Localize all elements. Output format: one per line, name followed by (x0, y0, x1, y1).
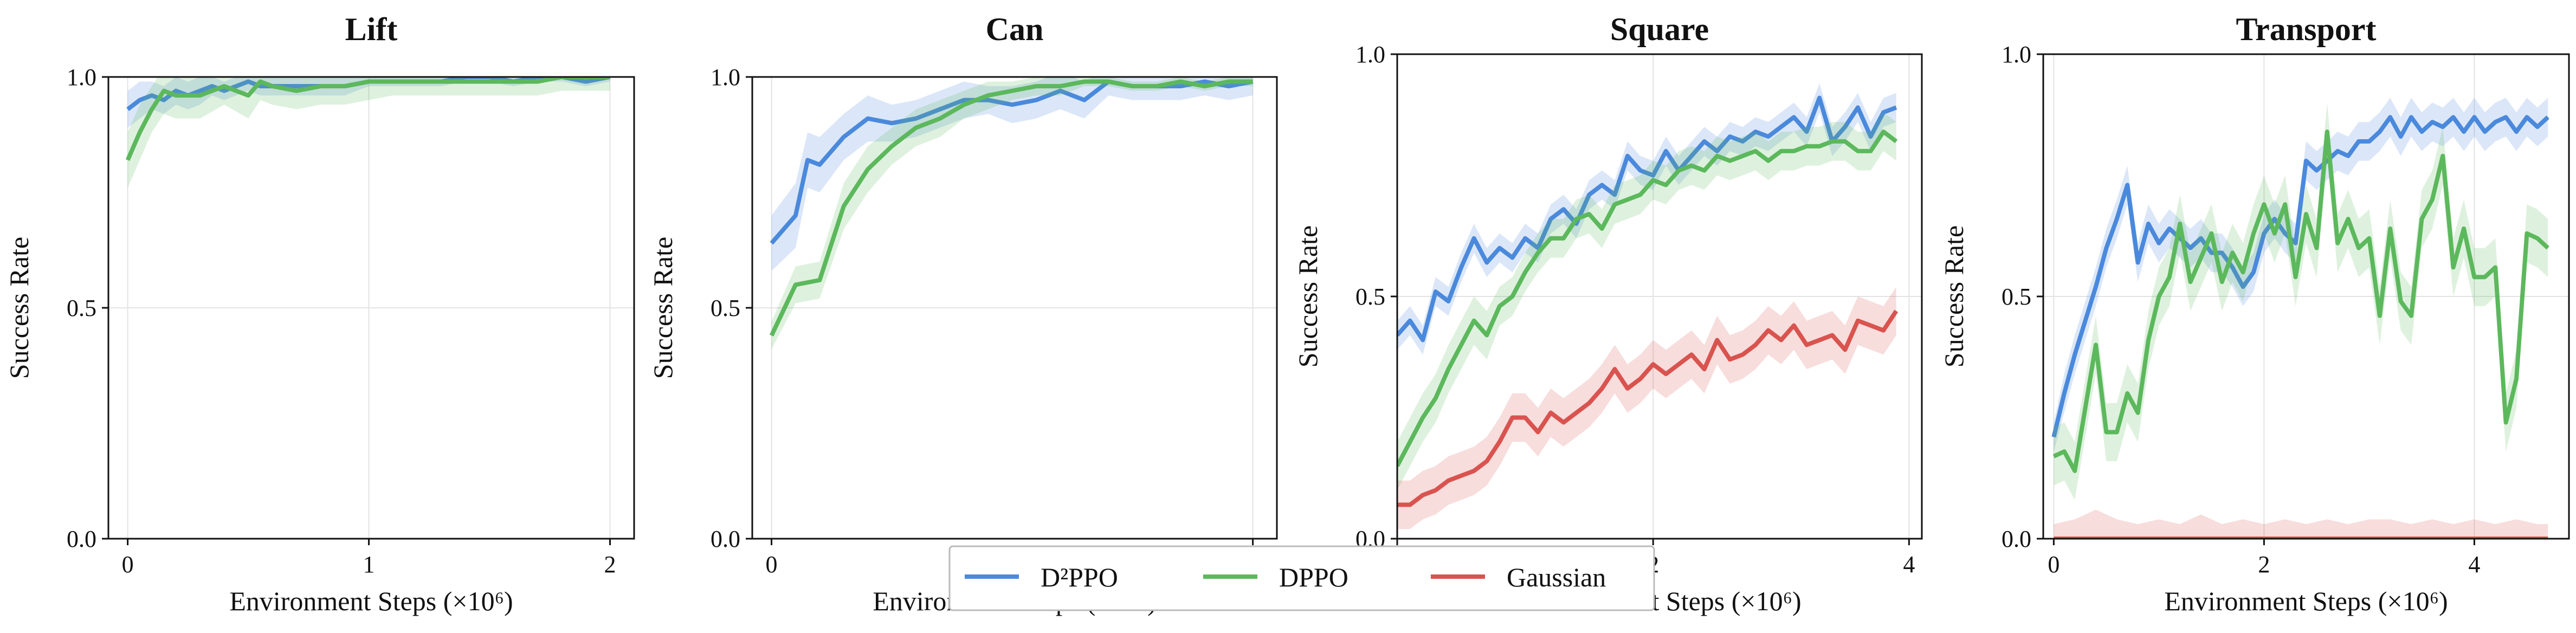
series-line-dppo (2052, 130, 2549, 473)
legend-frame (948, 545, 1655, 611)
band-dppo (127, 77, 610, 188)
y-tick-label: 1.0 (1355, 41, 1385, 68)
plot-area (2051, 98, 2549, 539)
y-axis-label: Success Rate (1293, 225, 1323, 367)
x-tick-label: 4 (2468, 551, 2480, 578)
band-dppo (2054, 102, 2548, 500)
legend-label-d2ppo: D²PPO (1041, 562, 1118, 592)
y-tick-label: 1.0 (67, 64, 96, 91)
series-line-dppo (1397, 130, 1898, 467)
panel-title: Square (1610, 11, 1709, 47)
series-line-d2ppo (770, 79, 1254, 245)
band-dppo (1397, 112, 1896, 490)
panel-transport: 0 2 4 0.0 0.5 1.0 Transport Environment Steps (… (1939, 11, 2570, 616)
x-tick-label: 0 (766, 551, 778, 578)
x-axis-label: Environment Steps (×10⁶) (2164, 586, 2448, 616)
x-tick-label: 4 (1903, 551, 1915, 578)
panel-title: Lift (345, 11, 398, 47)
x-axis-label: Environment Steps (×10⁶) (229, 586, 513, 616)
y-tick-label: 0.0 (2002, 526, 2031, 552)
y-tick-label: 0.5 (711, 295, 740, 321)
y-tick-label: 0.0 (711, 526, 740, 552)
y-axis-label: Success Rate (648, 237, 678, 379)
y-axis-label: Success Rate (4, 237, 34, 379)
x-tick-label: 2 (2258, 551, 2270, 578)
y-axis-label: Success Rate (1939, 225, 1969, 367)
legend-label-gaussian: Gaussian (1507, 562, 1606, 592)
panel-title: Transport (2236, 11, 2377, 47)
y-tick-label: 1.0 (711, 64, 740, 91)
legend-label-dppo: DPPO (1279, 562, 1348, 592)
y-tick-label: 0.5 (2002, 283, 2031, 310)
x-tick-label: 1 (363, 551, 375, 578)
y-tick-label: 0.5 (67, 295, 96, 321)
y-tick-label: 0.0 (67, 526, 96, 552)
panel-lift: 0 1 2 0.0 0.5 1.0 Lift Environment Steps (×10⁶)… (4, 11, 635, 616)
plot-area (769, 77, 1254, 350)
legend: D²PPO DPPO Gaussian (948, 545, 1655, 611)
y-tick-label: 1.0 (2002, 41, 2031, 68)
y-tick-label: 0.5 (1355, 283, 1385, 310)
band-d2ppo (127, 77, 610, 128)
x-tick-label: 0 (122, 551, 134, 578)
band-gaussian (2054, 509, 2548, 539)
band-d2ppo (2054, 98, 2548, 452)
panel-title: Can (986, 11, 1044, 47)
series-line-gaussian (1397, 309, 1899, 507)
series-line-dppo (125, 77, 610, 161)
x-tick-label: 2 (604, 551, 616, 578)
band-d2ppo (771, 77, 1253, 271)
plot-area (1397, 83, 1899, 529)
series-line-d2ppo (1397, 95, 1897, 343)
x-tick-label: 0 (2048, 551, 2059, 578)
plot-area (125, 77, 611, 188)
series-line-d2ppo (2051, 115, 2549, 438)
band-gaussian (1397, 287, 1896, 529)
series-line-dppo (769, 79, 1253, 337)
